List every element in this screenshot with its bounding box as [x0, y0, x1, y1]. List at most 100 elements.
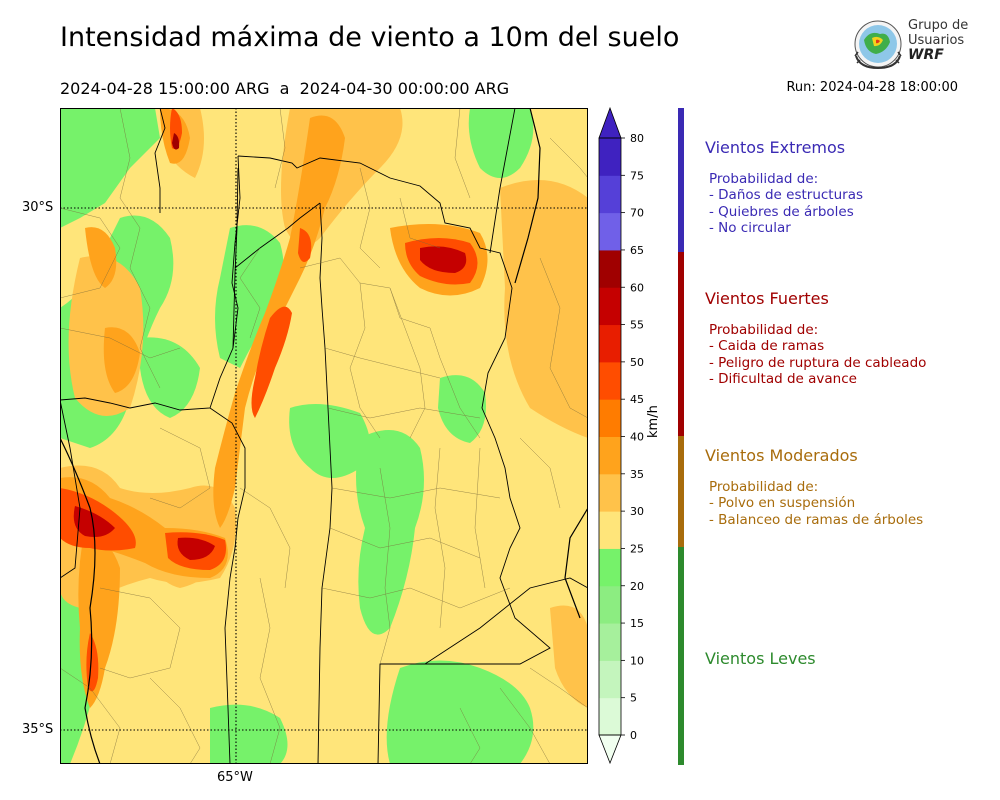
colorbar-bin: [599, 436, 621, 475]
department-border: [119, 108, 161, 389]
very-high-wind-zone: [177, 537, 215, 560]
country-border: [564, 507, 588, 619]
light-wind-zone: [356, 430, 424, 635]
lat-label-30s: 30°S: [22, 200, 54, 215]
category-item: - No circular: [709, 219, 791, 236]
very-high-wind-zone: [172, 133, 180, 150]
department-border: [454, 108, 471, 199]
light-wind-zone: [386, 660, 534, 764]
very-high-wind-zone: [73, 506, 115, 537]
category-title: Vientos Extremos: [705, 138, 846, 157]
country-border: [60, 437, 101, 764]
category-item: - Caida de ramas: [709, 338, 825, 355]
category-strong: Vientos Fuertes Probabilidad de: - Caida…: [705, 289, 926, 387]
lon-label-65w: 65°W: [217, 770, 253, 785]
wrf-users-group-logo: Grupo de Usuarios WRF: [850, 18, 970, 72]
light-wind-zone: [60, 108, 160, 228]
colorbar-extend-low: [598, 734, 622, 765]
department-border: [529, 667, 588, 709]
department-border: [389, 287, 426, 439]
colorbar-bin: [599, 249, 621, 288]
province-border: [209, 407, 246, 764]
strong-wind-zone: [103, 327, 140, 393]
colorbar-bin: [599, 660, 621, 699]
department-border: [60, 327, 181, 359]
province-border: [60, 399, 81, 579]
colorbar-tick-label: 70: [630, 207, 644, 220]
colorbar-tick-label: 0: [630, 729, 637, 742]
category-item: - Dificultad de avance: [709, 370, 857, 387]
department-border: [239, 247, 261, 339]
department-border: [549, 137, 588, 179]
very-high-wind-zone: [420, 246, 467, 273]
department-border: [359, 167, 381, 269]
category-strip-extreme: [678, 108, 684, 252]
province-border: [424, 577, 588, 665]
province-border: [154, 108, 166, 213]
colorbar-tick-label: 5: [630, 692, 637, 705]
colorbar-tick-label: 50: [630, 356, 644, 369]
category-item: - Polvo en suspensión: [709, 495, 856, 512]
province-border: [234, 202, 321, 269]
category-item: - Daños de estructuras: [709, 187, 864, 204]
department-border: [149, 427, 211, 509]
colorbar-bin: [599, 473, 621, 512]
colorbar-bin: [599, 212, 621, 251]
category-moderate: Vientos Moderados Probabilidad de: - Pol…: [705, 446, 923, 528]
globe-logo-icon: [854, 20, 902, 70]
colorbar-tick-label: 15: [630, 617, 644, 630]
colorbar-tick-label: 35: [630, 468, 644, 481]
category-title: Vientos Fuertes: [705, 289, 829, 308]
chart-title: Intensidad máxima de viento a 10m del su…: [60, 22, 680, 53]
moderate-wind-zone: [500, 180, 588, 438]
department-border: [379, 467, 391, 665]
category-strip-light: [678, 547, 684, 765]
light-wind-zone: [140, 337, 200, 418]
province-border: [237, 155, 551, 764]
category-title: Vientos Moderados: [705, 446, 858, 465]
department-border: [434, 447, 446, 629]
colorbar-tick-label: 25: [630, 542, 644, 555]
country-border: [514, 108, 541, 284]
light-wind-zone: [438, 375, 486, 443]
category-strip-moderate: [678, 436, 684, 547]
department-border: [259, 577, 281, 764]
category-light: Vientos Leves: [705, 649, 816, 668]
department-border: [60, 207, 121, 299]
colorbar-bin: [599, 548, 621, 587]
colorbar-tick-label: 55: [630, 319, 644, 332]
colorbar-bin: [599, 399, 621, 437]
colorbar-bin: [599, 138, 621, 176]
province-border: [489, 108, 516, 254]
colorbar-bin: [599, 585, 621, 624]
colorbar-bin: [599, 361, 621, 400]
department-border: [329, 527, 481, 559]
department-border: [324, 347, 441, 379]
category-intro: Probabilidad de:: [709, 479, 819, 495]
forecast-period: 2024-04-28 15:00:00 ARG a 2024-04-30 00:…: [60, 79, 510, 98]
colorbar-bin: [599, 697, 621, 736]
wind-speed-colorbar: 0 5 10 15 20 25 30 35 40 45 50 55 60 65 70 75 80: [598, 106, 644, 765]
colorbar-tick-label: 40: [630, 431, 644, 444]
department-border: [439, 357, 481, 439]
colorbar-tick-label: 60: [630, 281, 644, 294]
department-border: [519, 437, 561, 509]
model-run-time: Run: 2024-04-28 18:00:00: [786, 80, 958, 95]
category-item: - Balanceo de ramas de árboles: [709, 511, 924, 528]
department-border: [60, 667, 121, 764]
light-wind-zone: [468, 108, 534, 178]
lat-label-35s: 35°S: [22, 722, 54, 737]
moderate-wind-zone: [550, 605, 588, 708]
high-wind-zone: [251, 306, 292, 418]
colorbar-tick-label: 30: [630, 505, 644, 518]
logo-line-1: Grupo de: [908, 18, 969, 33]
department-border: [149, 677, 201, 764]
high-wind-zone: [298, 228, 312, 262]
department-border: [274, 108, 286, 189]
province-border: [232, 167, 239, 349]
colorbar-tick-label: 75: [630, 169, 644, 182]
wind-field-layer: [60, 108, 588, 764]
colorbar-tick-label: 20: [630, 580, 644, 593]
department-border: [459, 707, 481, 764]
province-border: [60, 155, 241, 411]
